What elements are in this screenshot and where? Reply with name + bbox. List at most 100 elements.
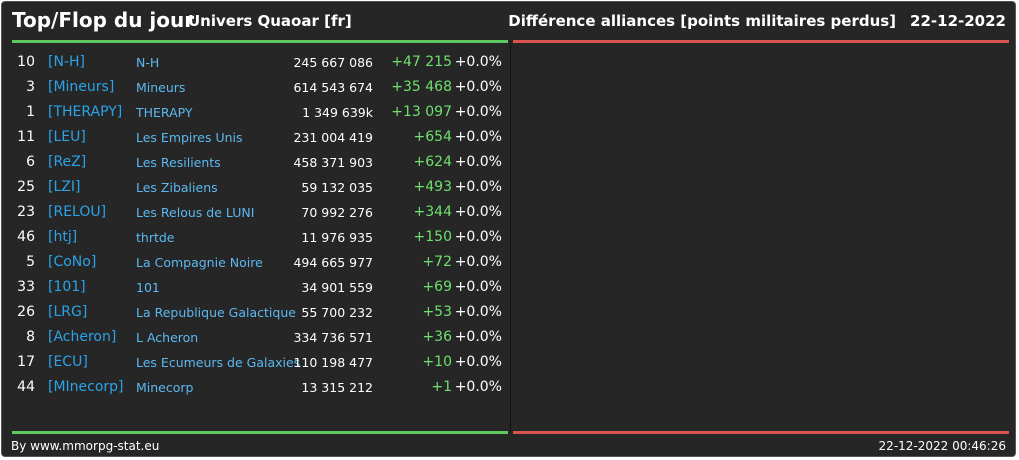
alliance-points: 11 976 935: [301, 230, 373, 245]
alliance-points: 245 667 086: [293, 55, 373, 70]
points-difference: +1: [431, 379, 452, 395]
points-difference: +150: [413, 229, 452, 245]
column-divider: [510, 43, 511, 431]
alliance-name[interactable]: La Compagnie Noire: [136, 255, 263, 270]
percent-change: +0.0%: [454, 54, 502, 70]
top-section-bottom-bar: [12, 431, 508, 434]
table-row: 17 [ECU] Les Ecumeurs de Galaxies 110 198 4…: [2, 350, 510, 375]
alliance-points: 34 901 559: [301, 280, 373, 295]
percent-change: +0.0%: [454, 254, 502, 270]
alliance-name[interactable]: Les Empires Unis: [136, 130, 243, 145]
alliance-name[interactable]: 101: [136, 280, 160, 295]
points-difference: +13 097: [391, 104, 452, 120]
table-row: 1 [THERAPY] THERAPY 1 349 639k +13 097 +0.0%: [2, 100, 510, 125]
alliance-name[interactable]: Les Relous de LUNI: [136, 205, 255, 220]
points-difference: +69: [422, 279, 452, 295]
alliance-points: 334 736 571: [293, 330, 373, 345]
alliance-rank: 33: [17, 279, 35, 295]
alliance-tag[interactable]: [101]: [48, 279, 86, 295]
percent-change: +0.0%: [454, 379, 502, 395]
alliance-name[interactable]: Minecorp: [136, 380, 194, 395]
flop-section-bottom-bar: [513, 431, 1009, 434]
table-row: 33 [101] 101 34 901 559 +69 +0.0%: [2, 275, 510, 300]
alliance-tag[interactable]: [LRG]: [48, 304, 88, 320]
points-difference: +72: [422, 254, 452, 270]
alliance-tag[interactable]: [MInecorp]: [48, 379, 124, 395]
alliance-rank: 8: [26, 329, 35, 345]
top-section-bar: [12, 40, 508, 43]
table-row: 46 [htj] thrtde 11 976 935 +150 +0.0%: [2, 225, 510, 250]
metric-label: Différence alliances [points militaires …: [508, 12, 897, 30]
alliance-points: 59 132 035: [301, 180, 373, 195]
alliance-tag[interactable]: [CoNo]: [48, 254, 97, 270]
percent-change: +0.0%: [454, 204, 502, 220]
alliance-points: 70 992 276: [301, 205, 373, 220]
alliance-name[interactable]: Les Resilients: [136, 155, 221, 170]
alliance-rank: 5: [26, 254, 35, 270]
alliance-tag[interactable]: [ECU]: [48, 354, 88, 370]
table-row: 10 [N-H] N-H 245 667 086 +47 215 +0.0%: [2, 50, 510, 75]
metric-header: Différence alliances [points militaires …: [508, 12, 1006, 30]
alliance-tag[interactable]: [THERAPY]: [48, 104, 123, 120]
percent-change: +0.0%: [454, 154, 502, 170]
alliance-rank: 23: [17, 204, 35, 220]
alliance-name[interactable]: THERAPY: [136, 105, 193, 120]
alliance-points: 494 665 977: [293, 255, 373, 270]
flop-section-bar: [513, 40, 1009, 43]
points-difference: +47 215: [391, 54, 452, 70]
alliance-name[interactable]: thrtde: [136, 230, 175, 245]
alliance-tag[interactable]: [ReZ]: [48, 154, 87, 170]
alliance-rank: 10: [17, 54, 35, 70]
percent-change: +0.0%: [454, 104, 502, 120]
alliance-name[interactable]: N-H: [136, 55, 160, 70]
table-row: 8 [Acheron] L Acheron 334 736 571 +36 +0.0%: [2, 325, 510, 350]
alliance-points: 110 198 477: [293, 355, 373, 370]
alliance-tag[interactable]: [Acheron]: [48, 329, 117, 345]
table-row: 5 [CoNo] La Compagnie Noire 494 665 977 +72 +…: [2, 250, 510, 275]
percent-change: +0.0%: [454, 129, 502, 145]
alliance-tag[interactable]: [LZI]: [48, 179, 81, 195]
table-row: 44 [MInecorp] Minecorp 13 315 212 +1 +0.0%: [2, 375, 510, 400]
table-row: 25 [LZI] Les Zibaliens 59 132 035 +493 +0.0%: [2, 175, 510, 200]
points-difference: +344: [413, 204, 452, 220]
alliance-tag[interactable]: [LEU]: [48, 129, 86, 145]
alliance-tag[interactable]: [N-H]: [48, 54, 85, 70]
alliance-rank: 26: [17, 304, 35, 320]
points-difference: +53: [422, 304, 452, 320]
percent-change: +0.0%: [454, 304, 502, 320]
alliance-points: 13 315 212: [301, 380, 373, 395]
percent-change: +0.0%: [454, 229, 502, 245]
alliance-rank: 1: [26, 104, 35, 120]
header-date: 22-12-2022: [910, 12, 1006, 30]
site-credit: By www.mmorpg-stat.eu: [11, 439, 160, 453]
alliance-rank: 44: [17, 379, 35, 395]
alliance-rank: 6: [26, 154, 35, 170]
points-difference: +10: [422, 354, 452, 370]
table-row: 3 [Mineurs] Mineurs 614 543 674 +35 468 +0.0%: [2, 75, 510, 100]
points-difference: +654: [413, 129, 452, 145]
table-row: 6 [ReZ] Les Resilients 458 371 903 +624 +0.0%: [2, 150, 510, 175]
alliance-tag[interactable]: [RELOU]: [48, 204, 107, 220]
points-difference: +624: [413, 154, 452, 170]
generated-timestamp: 22-12-2022 00:46:26: [878, 439, 1006, 453]
alliance-name[interactable]: Les Zibaliens: [136, 180, 218, 195]
alliance-points: 231 004 419: [293, 130, 373, 145]
alliance-rank: 11: [17, 129, 35, 145]
percent-change: +0.0%: [454, 79, 502, 95]
alliance-points: 614 543 674: [293, 80, 373, 95]
alliance-points: 55 700 232: [301, 305, 373, 320]
alliance-name[interactable]: L Acheron: [136, 330, 199, 345]
alliance-tag[interactable]: [htj]: [48, 229, 78, 245]
points-difference: +36: [422, 329, 452, 345]
alliance-name[interactable]: Les Ecumeurs de Galaxies: [136, 355, 301, 370]
alliance-name[interactable]: Mineurs: [136, 80, 186, 95]
points-difference: +493: [413, 179, 452, 195]
page-title: Top/Flop du jour: [12, 8, 195, 32]
alliance-rank: 3: [26, 79, 35, 95]
percent-change: +0.0%: [454, 279, 502, 295]
alliance-name[interactable]: La Republique Galactique: [136, 305, 296, 320]
alliance-tag[interactable]: [Mineurs]: [48, 79, 115, 95]
table-row: 23 [RELOU] Les Relous de LUNI 70 992 276 +34…: [2, 200, 510, 225]
percent-change: +0.0%: [454, 354, 502, 370]
